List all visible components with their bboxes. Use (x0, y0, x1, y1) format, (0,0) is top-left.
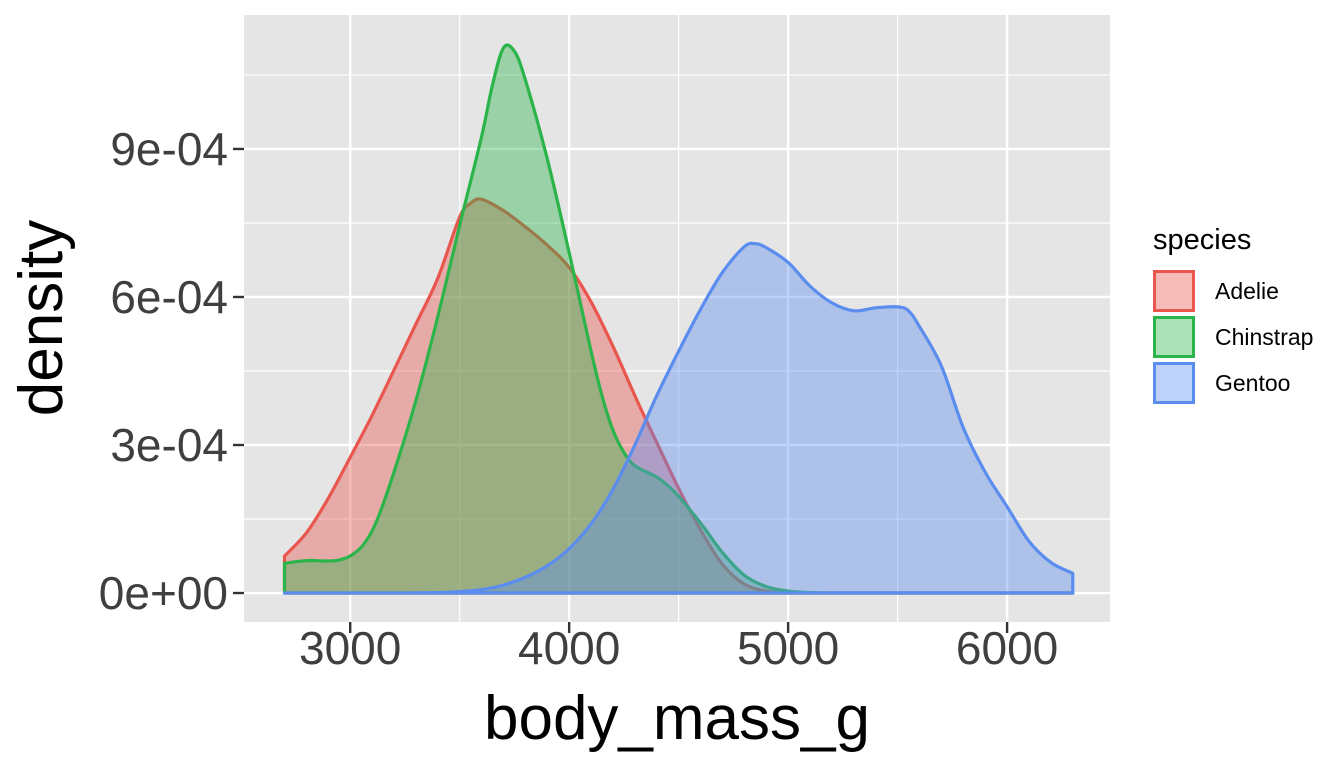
y-tick-label: 6e-04 (110, 271, 228, 323)
y-tick-label: 0e+00 (99, 567, 228, 619)
x-axis-title: body_mass_g (483, 684, 871, 753)
legend-item-gentoo: Gentoo (1153, 362, 1313, 404)
density-area-chinstrap (282, 43, 1075, 595)
x-tick-label: 3000 (299, 622, 401, 674)
legend-item-adelie: Adelie (1153, 270, 1313, 312)
y-tick-label: 3e-04 (110, 419, 228, 471)
legend-key-chinstrap-swatch (1153, 316, 1195, 358)
legend-title: species (1153, 224, 1252, 256)
plot-panel (244, 15, 1110, 622)
legend-label-adelie: Adelie (1215, 277, 1279, 304)
legend-key-adelie-swatch (1153, 270, 1195, 312)
y-axis-title: density (7, 219, 76, 417)
legend-key-gentoo-swatch (1153, 362, 1195, 404)
legend-label-chinstrap: Chinstrap (1215, 323, 1314, 350)
legend-label-gentoo: Gentoo (1215, 369, 1291, 396)
legend: species Adelie Chinstrap Gentoo (1153, 226, 1313, 408)
y-tick-label: 9e-04 (110, 123, 228, 175)
x-tick-label: 4000 (518, 622, 620, 674)
x-tick-label: 5000 (737, 622, 839, 674)
density-area-gentoo (282, 241, 1075, 595)
legend-item-chinstrap: Chinstrap (1153, 316, 1313, 358)
x-tick-label: 6000 (956, 622, 1058, 674)
